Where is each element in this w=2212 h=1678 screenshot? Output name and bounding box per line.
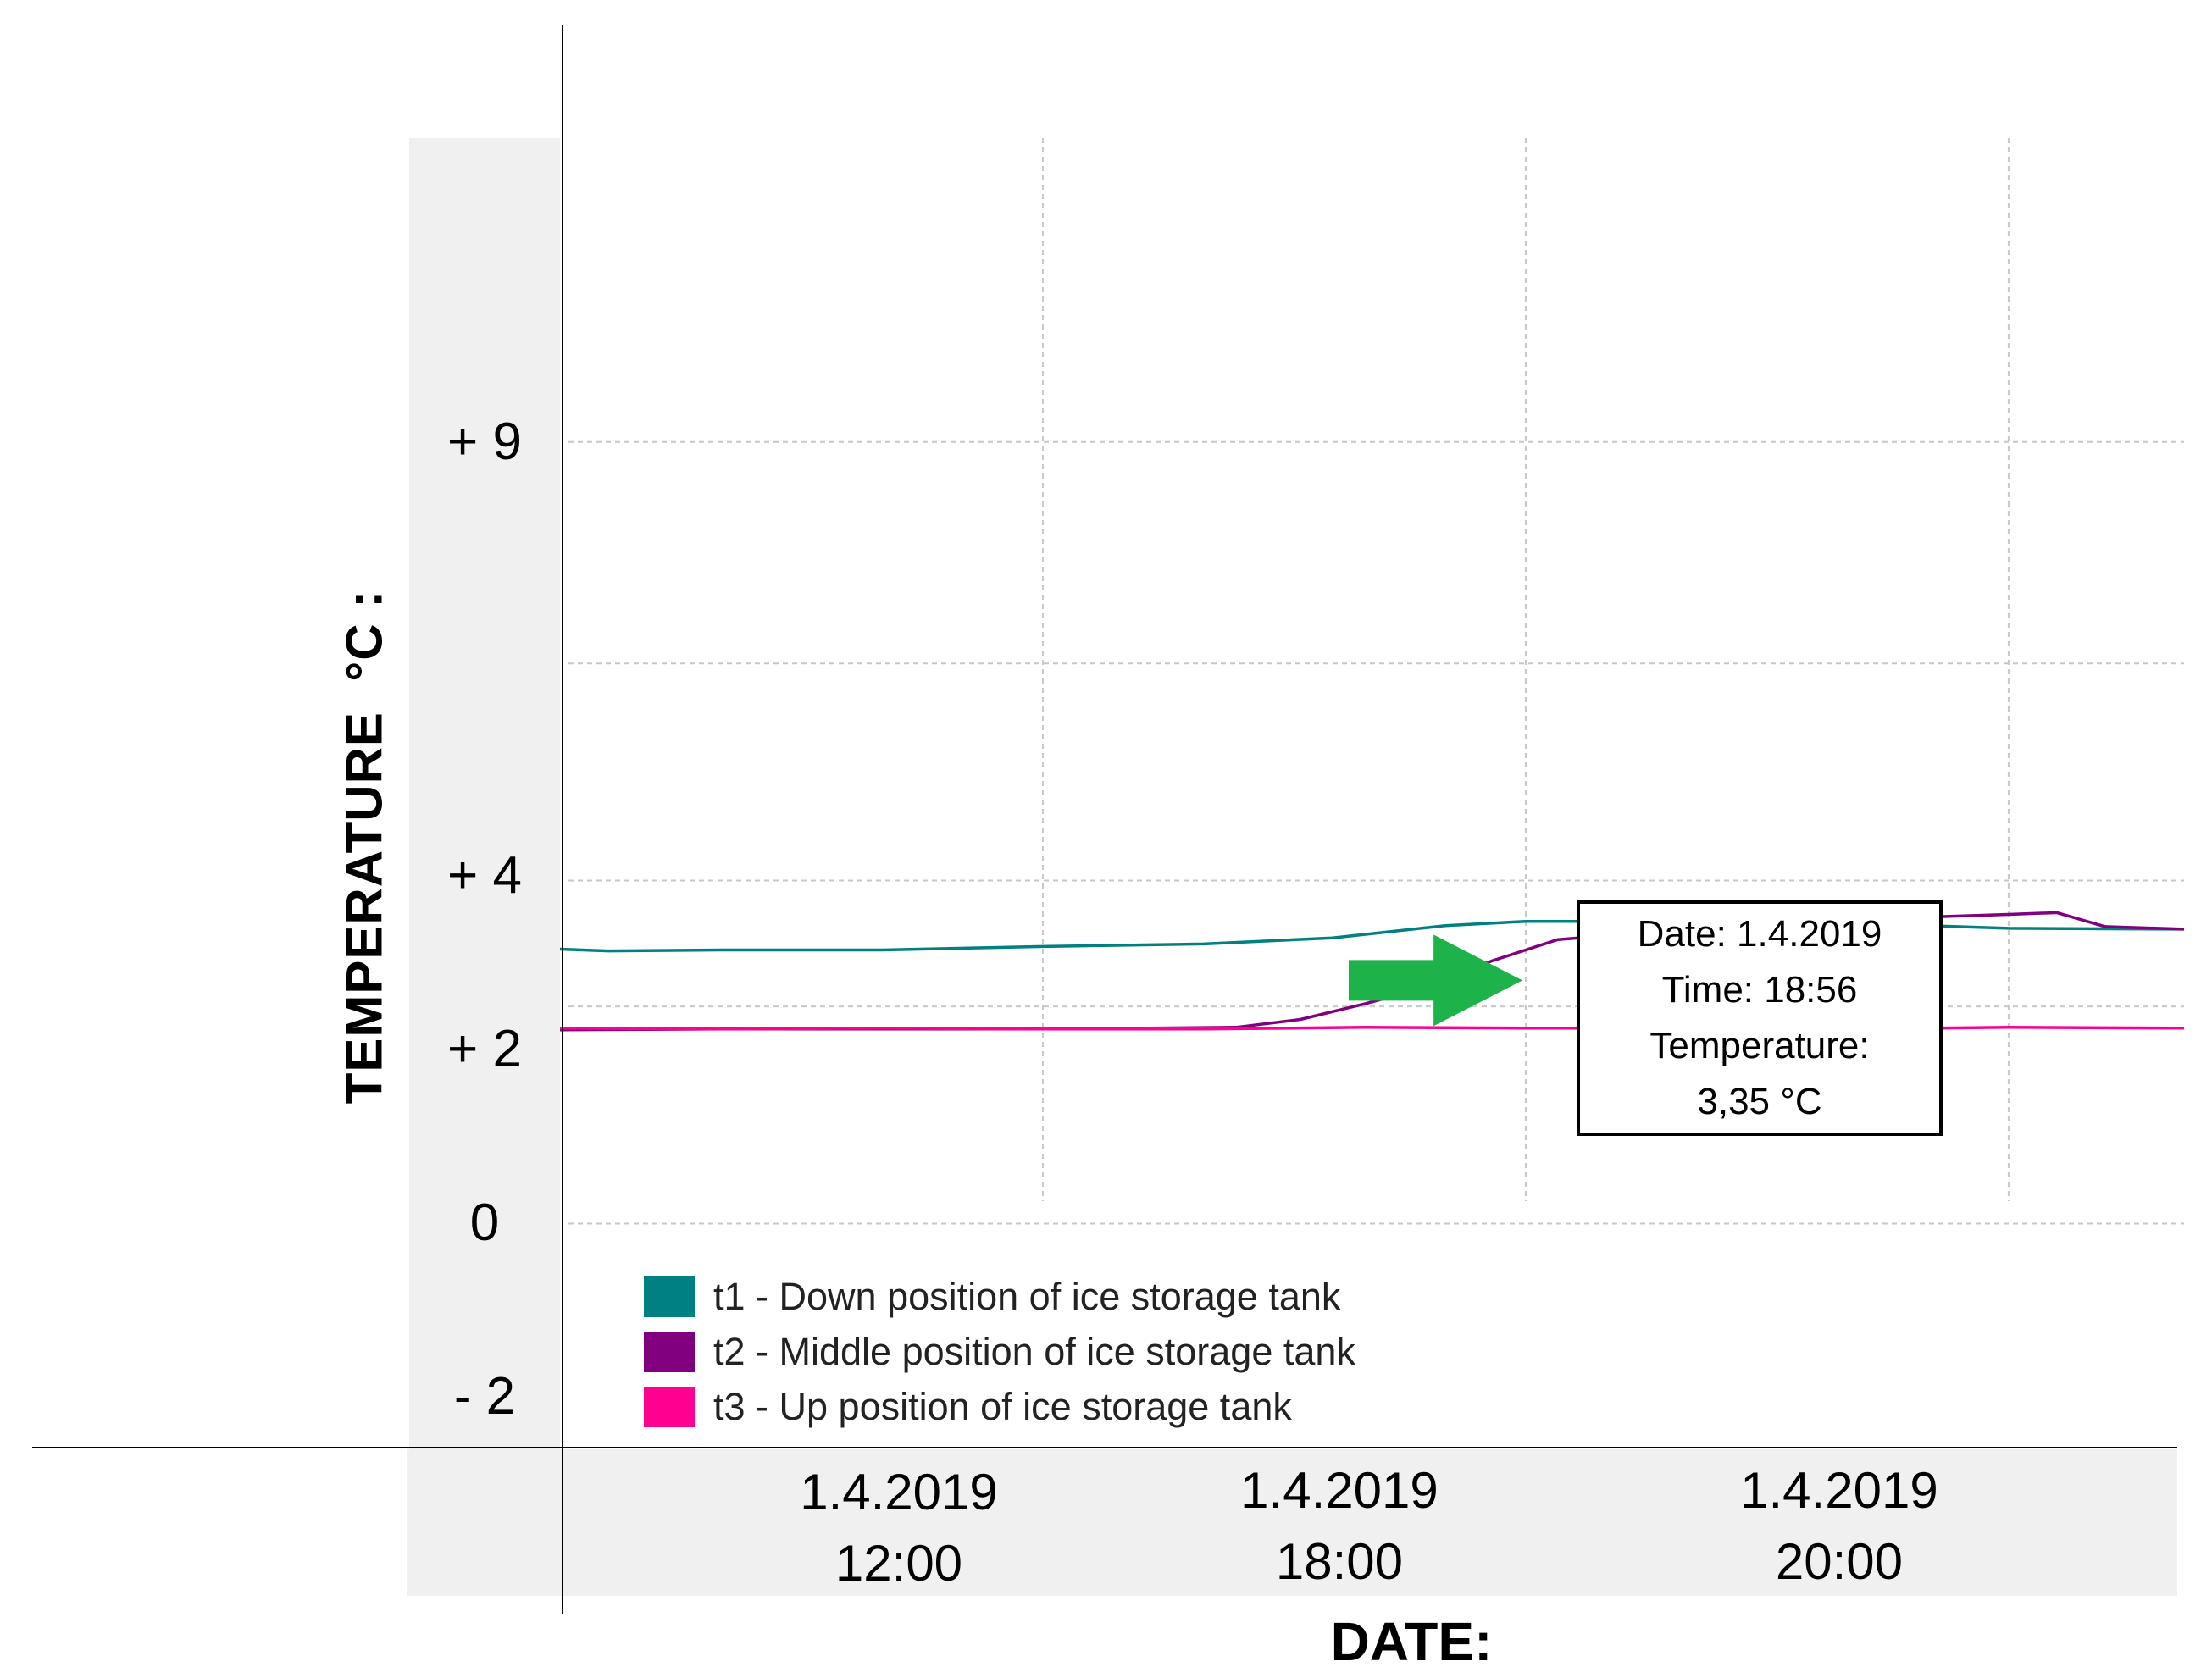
y-tick-label: 0 bbox=[469, 1193, 500, 1253]
y-tick-label: + 2 bbox=[447, 1020, 522, 1079]
legend-item: t1 - Down position of ice storage tank bbox=[644, 1269, 1355, 1324]
highlight-arrow bbox=[1348, 934, 1523, 1027]
legend-swatch bbox=[644, 1276, 695, 1317]
x-tick-date: 1.4.2019 bbox=[1240, 1462, 1439, 1519]
x-tick-label: 1.4.2019 12:00 bbox=[746, 1457, 1051, 1599]
legend-swatch bbox=[644, 1331, 695, 1372]
x-tick-time: 18:00 bbox=[1275, 1533, 1404, 1590]
legend-item: t3 - Up position of ice storage tank bbox=[644, 1379, 1355, 1434]
x-tick-date: 1.4.2019 bbox=[800, 1464, 998, 1520]
legend-label: t2 - Middle position of ice storage tank bbox=[713, 1329, 1355, 1373]
legend-label: t1 - Down position of ice storage tank bbox=[713, 1274, 1341, 1318]
tooltip-time: Time: 18:56 bbox=[1661, 969, 1858, 1011]
x-axis-panel bbox=[407, 1449, 2177, 1596]
y-axis-title: TEMPERATURE °C : bbox=[335, 590, 393, 1105]
tooltip-date: Date: 1.4.2019 bbox=[1637, 913, 1882, 955]
legend: t1 - Down position of ice storage tank t2… bbox=[644, 1269, 1355, 1434]
y-tick-label: - 2 bbox=[453, 1367, 516, 1426]
y-axis-panel bbox=[409, 138, 560, 1449]
x-tick-label: 1.4.2019 20:00 bbox=[1687, 1455, 1992, 1598]
x-tick-time: 20:00 bbox=[1775, 1533, 1903, 1590]
legend-swatch bbox=[644, 1386, 695, 1427]
tooltip-temperature-label: Temperature: bbox=[1649, 1025, 1870, 1066]
legend-label: t3 - Up position of ice storage tank bbox=[713, 1384, 1292, 1428]
x-tick-date: 1.4.2019 bbox=[1740, 1462, 1938, 1519]
x-axis-title: DATE: bbox=[1330, 1611, 1493, 1672]
y-tick-label: + 9 bbox=[447, 412, 522, 471]
tooltip-temperature-value: 3,35 °C bbox=[1697, 1081, 1822, 1122]
y-tick-label: + 4 bbox=[447, 846, 522, 905]
legend-item: t2 - Middle position of ice storage tank bbox=[644, 1324, 1355, 1379]
data-tooltip: Date: 1.4.2019 Time: 18:56 Temperature: … bbox=[1577, 900, 1943, 1136]
x-tick-label: 1.4.2019 18:00 bbox=[1187, 1455, 1492, 1598]
x-tick-time: 12:00 bbox=[834, 1535, 963, 1592]
axes bbox=[32, 25, 2177, 1614]
